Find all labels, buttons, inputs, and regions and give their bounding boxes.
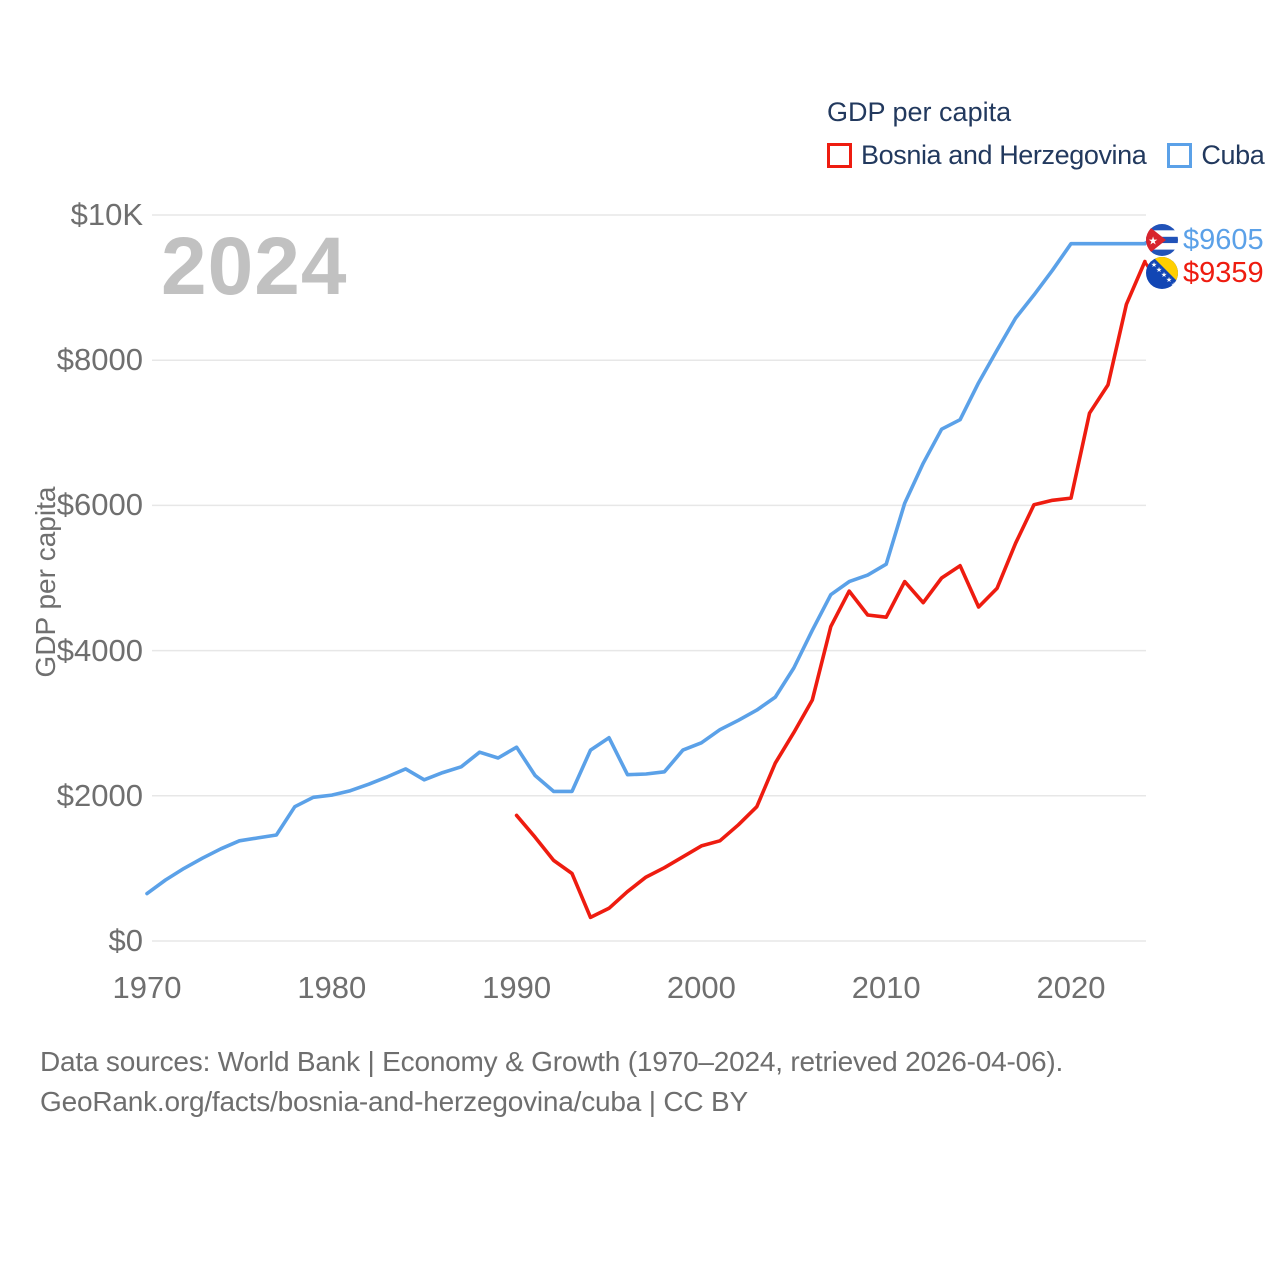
x-tick-2020: 2020 xyxy=(1036,970,1106,1005)
bosnia-legend-swatch[interactable] xyxy=(827,143,852,168)
attribution-text: GeoRank.org/facts/bosnia-and-herzegovina… xyxy=(40,1086,748,1117)
svg-text:★: ★ xyxy=(1156,266,1162,274)
cuba-flag-icon: ★ xyxy=(1146,224,1178,256)
legend-items: Bosnia and Herzegovina Cuba xyxy=(827,140,1265,171)
svg-text:★: ★ xyxy=(1148,235,1158,248)
y-tick-6000: $6000 xyxy=(56,487,143,523)
year-watermark: 2024 xyxy=(161,221,348,312)
x-tick-2010: 2010 xyxy=(851,970,921,1005)
bosnia-and-herzegovina-flag-icon: ★ ★ ★ ★ ★ xyxy=(1146,257,1178,289)
cuba-end-value-label: $9605 xyxy=(1183,224,1264,256)
svg-text:★: ★ xyxy=(1171,281,1177,289)
svg-text:★: ★ xyxy=(1161,271,1167,279)
cuba-legend-label[interactable]: Cuba xyxy=(1201,140,1265,170)
bosnia-end-value-label: $9359 xyxy=(1183,257,1264,289)
cuba-legend-swatch[interactable] xyxy=(1167,143,1193,168)
svg-text:★: ★ xyxy=(1151,261,1157,269)
x-tick-1990: 1990 xyxy=(482,970,552,1005)
y-tick-8000: $8000 xyxy=(56,342,143,378)
legend: GDP per capita Bosnia and Herzegovina Cu… xyxy=(827,96,1265,171)
y-tick-4000: $4000 xyxy=(56,632,143,668)
y-tick-2000: $2000 xyxy=(56,777,143,813)
bosnia-legend-label[interactable]: Bosnia and Herzegovina xyxy=(861,140,1147,170)
data-sources-text: Data sources: World Bank | Economy & Gro… xyxy=(40,1046,1064,1077)
cuba-line xyxy=(145,241,1147,896)
svg-text:★: ★ xyxy=(1166,276,1172,284)
gridlines xyxy=(152,214,1146,942)
x-tick-2000: 2000 xyxy=(666,970,736,1005)
y-tick-0: $0 xyxy=(108,923,143,958)
x-tick-1980: 1980 xyxy=(297,970,367,1005)
series-lines xyxy=(145,241,1147,920)
legend-title: GDP per capita xyxy=(827,97,1012,127)
x-tick-1970: 1970 xyxy=(112,970,182,1005)
y-tick-10k: $10K xyxy=(70,197,143,232)
bosnia-and-herzegovina-line xyxy=(514,259,1147,920)
